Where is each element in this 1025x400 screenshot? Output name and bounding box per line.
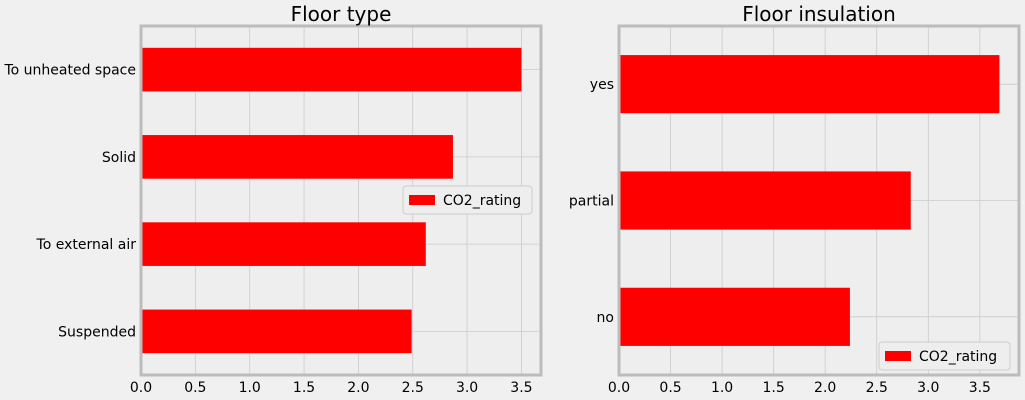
x-tick-label: 3.0 — [917, 380, 939, 396]
x-tick-label: 1.0 — [239, 380, 261, 396]
axes-frame — [617, 24, 1021, 377]
y-tick-label: partial — [569, 194, 614, 210]
chart-1: Floor type Suspended To external air Solid T… — [3, 2, 543, 396]
x-tick-label: 2.0 — [814, 380, 836, 396]
legend-swatch — [409, 195, 435, 205]
bar-partial — [619, 171, 911, 230]
x-tick-label: 1.5 — [293, 380, 315, 396]
bar-no — [619, 287, 850, 346]
y-tick-label: Solid — [102, 150, 136, 166]
bar-yes — [619, 55, 1000, 114]
legend-swatch — [885, 351, 911, 361]
y-tick-label: Suspended — [58, 324, 136, 340]
x-tick-label: 3.5 — [969, 380, 991, 396]
x-tick-label: 2.0 — [347, 380, 369, 396]
x-tick-label: 0.5 — [184, 380, 206, 396]
chart-2: Floor insulation no partial yes 0.0 0.5 1.0 1.5… — [569, 2, 1021, 396]
bar-to-external-air — [141, 222, 426, 266]
x-tick-label: 2.5 — [402, 380, 424, 396]
legend-label: CO2_rating — [919, 349, 997, 365]
legend-label: CO2_rating — [443, 193, 521, 209]
x-tick-label: 3.5 — [510, 380, 532, 396]
chart-title: Floor insulation — [742, 2, 896, 26]
legend-box — [402, 185, 533, 215]
bar-to-unheated-space — [141, 47, 522, 92]
bar-solid — [141, 135, 453, 179]
legend-box — [878, 341, 1011, 371]
bar-suspended — [141, 309, 412, 354]
y-tick-label: no — [597, 310, 614, 326]
axes-frame — [139, 24, 543, 377]
x-tick-label: 0.0 — [130, 380, 152, 396]
x-tick-label: 0.5 — [659, 380, 681, 396]
x-tick-label: 0.0 — [608, 380, 630, 396]
y-tick-label: yes — [590, 77, 614, 93]
chart-title: Floor type — [291, 2, 392, 26]
x-tick-label: 1.5 — [763, 380, 785, 396]
x-tick-label: 1.0 — [711, 380, 733, 396]
x-tick-label: 2.5 — [866, 380, 888, 396]
legend: CO2_rating — [402, 185, 533, 215]
x-tick-label: 3.0 — [456, 380, 478, 396]
legend: CO2_rating — [878, 341, 1011, 371]
y-tick-label: To external air — [36, 237, 137, 253]
y-tick-label: To unheated space — [3, 63, 136, 79]
